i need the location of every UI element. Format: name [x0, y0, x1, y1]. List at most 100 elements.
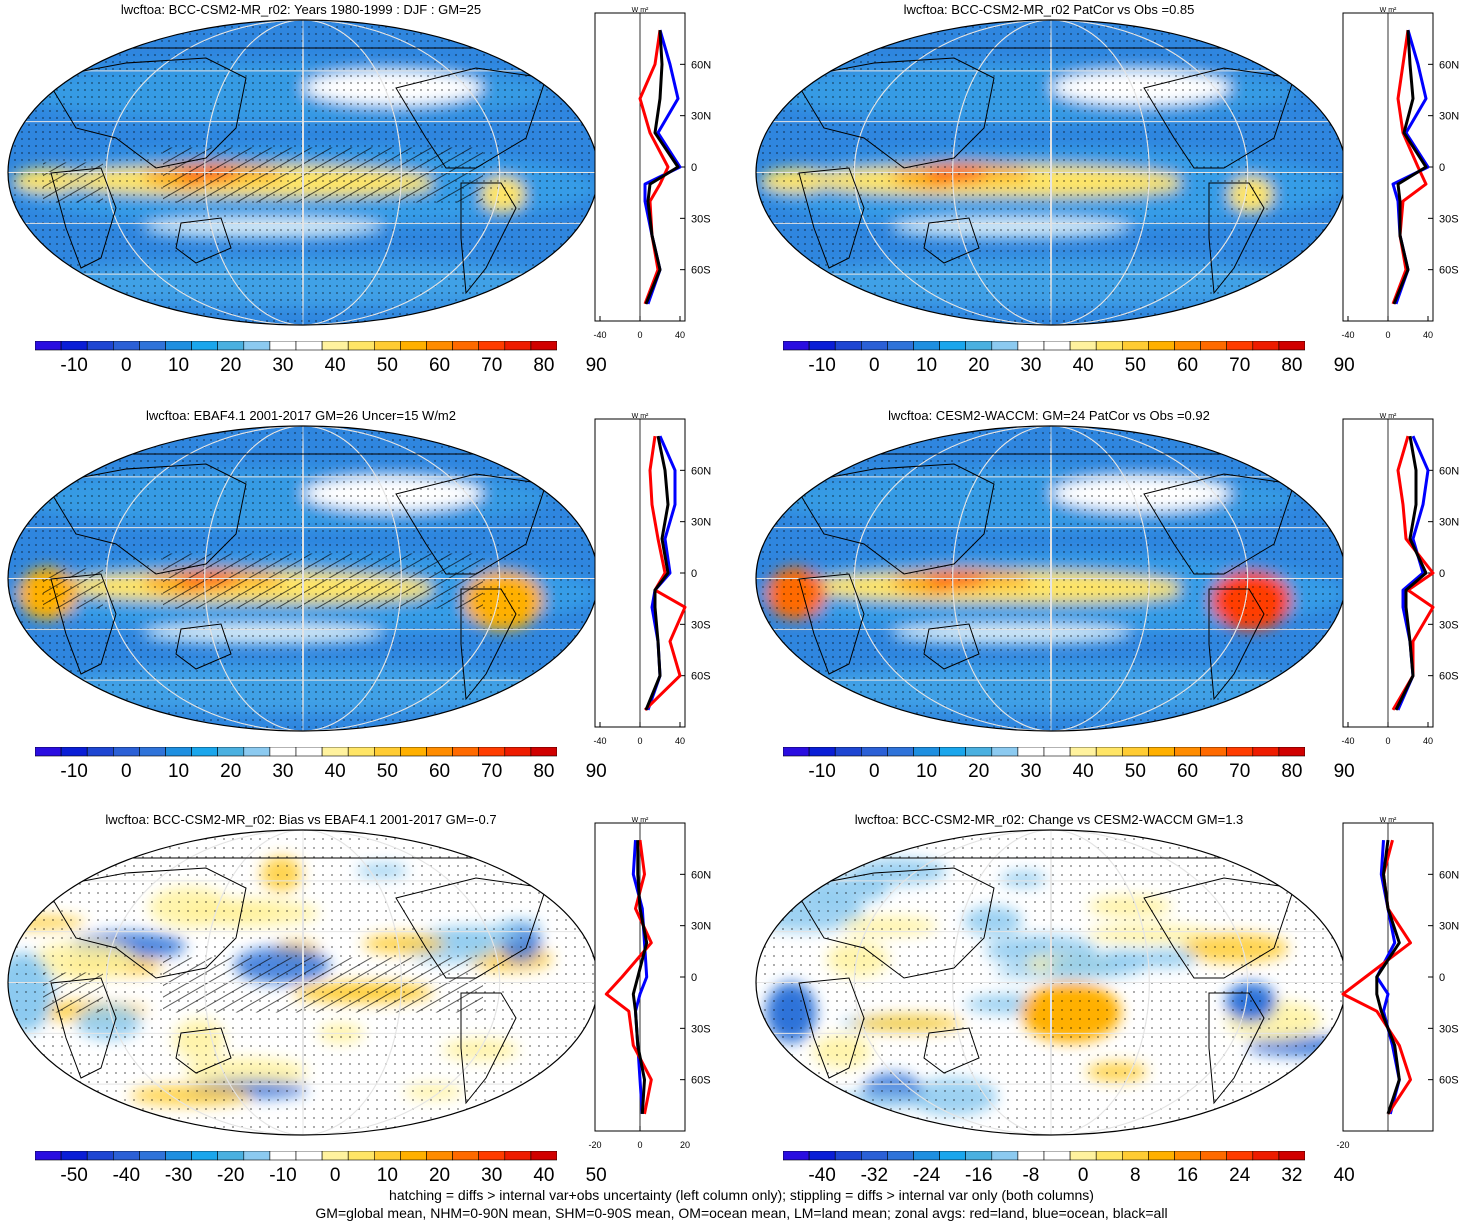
zonal-all-line: [644, 30, 680, 305]
colorbar-swatch: [426, 341, 453, 351]
colorbar-swatch: [1278, 747, 1305, 757]
continent-outline: [175, 217, 232, 264]
colorbar-swatch: [347, 341, 375, 351]
colorbar-swatch: [504, 341, 532, 351]
colorbar-swatch: [243, 1151, 271, 1161]
zonal-plot: W m² 60N 30N 0 30S 60S -40 0 40: [1341, 7, 1459, 340]
colorbar-tick-label: 40: [1333, 1165, 1355, 1186]
colorbar-swatch: [35, 747, 62, 757]
colorbar-swatch: [1200, 747, 1228, 757]
continent-outline: [45, 867, 247, 979]
zonal-lat-label: 60N: [691, 465, 711, 477]
zonal-lat-label: 60S: [1439, 265, 1459, 277]
zonal-lat-label: 0: [691, 568, 697, 580]
colorbar-tick-label: 80: [533, 761, 555, 782]
colorbar-swatch: [478, 747, 506, 757]
colorbar-swatch: [861, 341, 888, 351]
colorbar-swatch: [139, 1151, 166, 1161]
colorbar-swatch: [913, 341, 940, 351]
colorbar-tick-label: 24: [1229, 1165, 1251, 1186]
continent-outline: [50, 167, 117, 269]
zonal-all-line: [1394, 435, 1428, 711]
colorbar-swatch: [478, 341, 506, 351]
continent-outline: [923, 217, 980, 264]
colorbar-swatch: [1121, 747, 1149, 757]
colorbar-swatch: [191, 747, 219, 757]
continent-outline: [175, 1027, 232, 1074]
colorbar-swatch: [86, 1151, 114, 1161]
colorbar-swatch: [1148, 1151, 1175, 1161]
colorbar-swatch: [1095, 1151, 1123, 1161]
colorbar-swatch: [86, 341, 114, 351]
colorbar-tick-label: 20: [968, 761, 990, 782]
colorbar-tick-label: 0: [329, 1165, 341, 1186]
colorbar-swatch: [991, 1151, 1019, 1161]
colorbar-swatch: [861, 1151, 888, 1161]
colorbar-swatch: [1200, 341, 1228, 351]
colorbar-swatch: [1069, 341, 1097, 351]
panel-2: lwcftoa: BCC-CSM2-MR_r02 PatCor vs Obs =…: [748, 0, 1483, 400]
map: [755, 425, 1347, 732]
zonal-unit-label: W m²: [1380, 817, 1397, 824]
zonal-lat-label: 30N: [1439, 517, 1459, 529]
colorbar-swatch: [939, 747, 967, 757]
colorbar-swatch: [1174, 747, 1201, 757]
colorbar-tick-label: 60: [428, 761, 451, 782]
colorbar-swatch: [1043, 747, 1071, 757]
colorbar-swatch: [452, 341, 480, 351]
colorbar-swatch: [165, 1151, 192, 1161]
colorbar-swatch: [783, 747, 810, 757]
colorbar-tick-label: 30: [272, 761, 294, 782]
colorbar-swatch: [1148, 747, 1175, 757]
colorbar-swatch: [1252, 1151, 1280, 1161]
colorbar-swatch: [1278, 1151, 1305, 1161]
zonal-lat-label: 0: [691, 972, 697, 984]
footer-line-1: hatching = diffs > internal var+obs unce…: [389, 1187, 1094, 1203]
colorbar-swatch: [165, 341, 192, 351]
colorbar-tick-label: -32: [860, 1165, 889, 1186]
zonal-x-label: -40: [593, 736, 606, 746]
colorbar-tick-label: 60: [1176, 355, 1199, 376]
zonal-x-label: 40: [1423, 330, 1433, 340]
colorbar-tick-label: 80: [1281, 761, 1303, 782]
continent-outline: [1143, 67, 1295, 169]
zonal-x-label: 0: [637, 1140, 642, 1150]
colorbar-tick-label: 50: [585, 1165, 607, 1186]
continent-outline: [50, 977, 117, 1079]
colorbar-swatch: [887, 341, 914, 351]
colorbar-tick-label: 40: [324, 761, 346, 782]
colorbar-tick-label: 40: [324, 355, 346, 376]
colorbar: [35, 747, 557, 757]
zonal-lat-label: 30N: [691, 517, 711, 529]
continent-outline: [45, 463, 247, 575]
zonal-plot: W m² 60N 30N 0 30S 60S -20 0 20: [588, 817, 711, 1150]
colorbar-swatch: [1017, 747, 1045, 757]
continent-outline: [1208, 182, 1265, 295]
zonal-all-line: [1392, 30, 1428, 305]
colorbar-swatch: [217, 1151, 245, 1161]
colorbar-tick-label: 50: [376, 761, 398, 782]
zonal-x-label: -20: [588, 1140, 601, 1150]
continent-outline: [793, 57, 995, 169]
colorbar-swatch: [217, 747, 245, 757]
map: [7, 19, 599, 326]
colorbar-tick-label: 50: [1124, 355, 1146, 376]
colorbar-swatch: [347, 747, 375, 757]
zonal-lat-label: 30N: [691, 111, 711, 123]
colorbar-swatch: [530, 1151, 557, 1161]
zonal-all-line: [644, 435, 670, 711]
continent-outline: [1143, 473, 1295, 575]
colorbar-tick-label: 50: [1124, 761, 1146, 782]
zonal-lat-label: 60S: [1439, 671, 1459, 683]
colorbar-swatch: [373, 341, 401, 351]
zonal-x-label: 0: [1385, 330, 1390, 340]
colorbar-swatch: [139, 341, 166, 351]
colorbar-swatch: [861, 747, 888, 757]
continent-outline: [175, 623, 232, 670]
colorbar-swatch: [965, 747, 993, 757]
colorbar-tick-label: 70: [481, 761, 503, 782]
colorbar-swatch: [86, 747, 114, 757]
colorbar-swatch: [1121, 1151, 1149, 1161]
colorbar-tick-label: -8: [1022, 1165, 1040, 1186]
zonal-x-label: 0: [1385, 736, 1390, 746]
